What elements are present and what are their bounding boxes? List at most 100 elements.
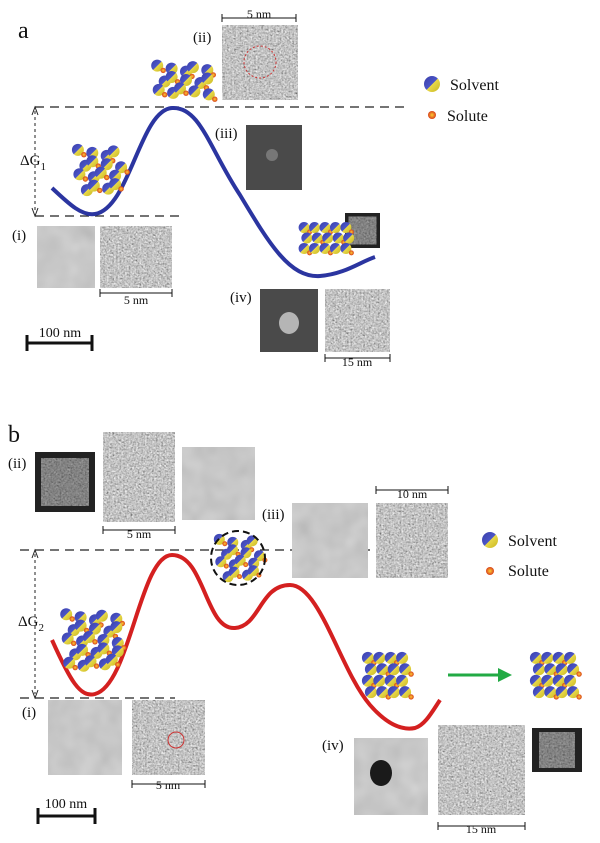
solvent-molecule [376,686,389,699]
scale-bar [437,822,526,830]
solvent-molecule [322,232,334,244]
solvent-molecule [319,242,331,254]
solvent-molecule [541,674,554,687]
solvent-molecule [174,82,186,95]
solvent-molecule [329,222,341,234]
legend-solvent-icon [482,532,498,548]
solute-molecule [118,186,124,192]
solvent-molecule [311,232,323,244]
solute-molecule [576,671,582,677]
micrograph [100,226,172,288]
solvent-molecule [373,674,386,687]
solvent-molecule [340,222,352,234]
solvent-molecule [202,88,215,101]
solvent-molecule [97,642,110,655]
solute-molecule [212,96,218,102]
solute-molecule [408,671,414,677]
marker [167,731,185,749]
solvent-molecule [227,544,239,556]
solvent-molecule [532,663,545,676]
delta-g-subscript: 2 [38,622,44,634]
delta-g-subscript: 1 [40,161,46,173]
solvent-molecule [83,631,95,643]
solvent-molecule [309,242,321,254]
scale-label: 15 nm [466,822,497,836]
arrow-head [31,548,39,700]
delta-g: ΔG1 [20,153,46,173]
solvent-molecule [376,663,389,676]
scale-bar [375,486,449,494]
stage-label: (iv) [230,290,252,306]
solute-molecule [71,640,77,646]
solvent-molecule [109,169,122,182]
solvent-molecule [396,651,409,664]
solute-molecule [576,694,582,700]
solute-molecule [97,187,103,194]
solute-molecule [93,663,100,669]
scale-label: 5 nm [124,293,149,307]
solvent-molecule [373,651,386,664]
solvent-molecule [74,619,87,632]
scale-bar [36,808,97,824]
solvent-molecule [186,61,199,74]
solute-molecule [237,574,242,580]
panel-label: a [18,18,29,44]
solvent-molecule [564,674,577,687]
legend-solvent: Solvent [508,533,557,550]
solvent-molecule [111,645,124,658]
solute-molecule [81,152,87,158]
solvent-molecule [100,158,113,171]
solvent-molecule [228,566,240,578]
solvent-molecule [253,550,265,562]
solvent-molecule [86,146,99,159]
solvent-molecule [247,565,259,577]
solvent-molecule [544,686,557,699]
legend-solute-icon [428,111,436,119]
scale-bar [25,335,94,351]
solvent-molecule [73,168,86,181]
solvent-molecule [387,663,400,676]
solvent-molecule [564,651,577,664]
scale-label: 5 nm [127,527,152,541]
solvent-molecule [387,686,400,699]
solvent-molecule [298,222,310,234]
solvent-molecule [319,222,331,234]
solvent-molecule [361,651,374,664]
stage-label: (i) [22,705,36,721]
solvent-molecule [152,83,165,96]
stage-label: (iv) [322,738,344,754]
solvent-molecule [399,663,412,676]
energy-level [35,106,405,217]
arrow-head [31,105,39,218]
scale-label: 5 nm [247,7,272,21]
solvent-molecule [399,686,412,699]
solvent-molecule [298,242,310,254]
solvent-molecule [110,621,123,634]
energy-curve [50,552,442,731]
solute-molecule [183,90,189,96]
solvent-molecule [201,64,214,77]
micrograph [376,503,448,578]
solvent-molecule [240,547,252,559]
solvent-molecule [340,242,352,254]
micrograph [292,503,368,578]
delta-g-symbol: ΔG [18,614,39,630]
scale-bar [131,780,206,788]
solvent-molecule [180,74,192,86]
solvent-molecule [76,643,89,656]
solute-molecule [82,176,89,182]
solvent-molecule [89,622,101,635]
solvent-molecule [110,612,123,625]
solvent-molecule [61,632,74,645]
micrograph [325,289,390,352]
solvent-molecule [361,674,374,687]
solvent-molecule [109,178,122,191]
micrograph [103,432,175,522]
solvent-molecule [309,222,321,234]
legend-solute: Solute [508,563,549,580]
scale-label: 10 nm [397,487,428,501]
solvent-molecule [343,232,355,244]
solvent-molecule [71,143,84,156]
solvent-molecule [529,674,542,687]
solvent-molecule [165,62,178,75]
